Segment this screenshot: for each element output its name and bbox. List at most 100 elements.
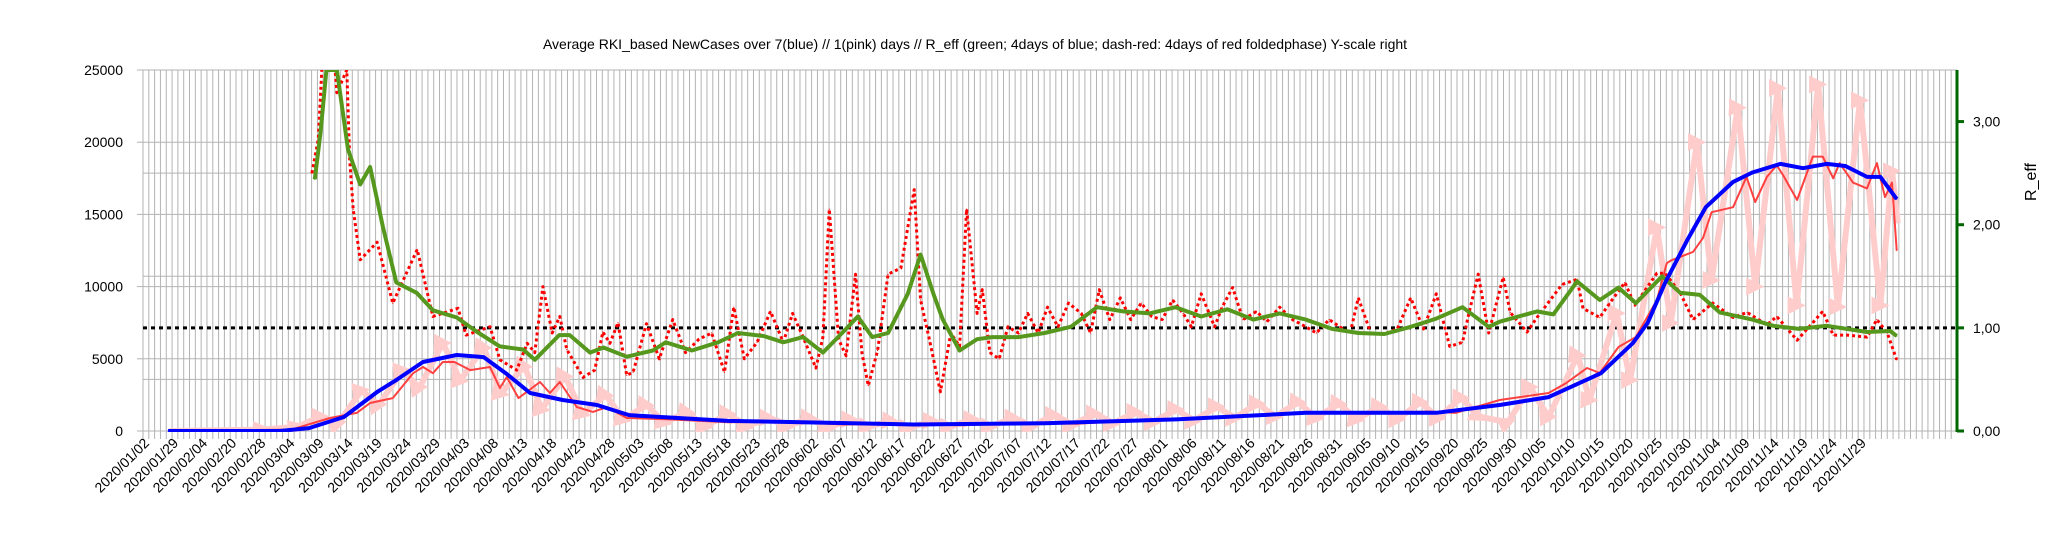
series-red-dashed-phase-r-point (1017, 332, 1020, 334)
series-red-dashed-phase-r-point (489, 326, 491, 328)
series-green-reff-point (1279, 312, 1281, 315)
series-pink-1day-point (1777, 87, 1779, 89)
series-green-reff-point (534, 359, 536, 361)
series-red-dashed-phase-r-point (815, 367, 817, 369)
series-green-reff-point (1252, 319, 1255, 321)
series-red-4day-point (329, 417, 331, 419)
series-red-dashed-phase-r-point (929, 341, 931, 343)
series-red-dashed-phase-r-point (534, 352, 536, 354)
right-tick-label: 2,00 (1973, 217, 2000, 233)
right-y-axis-title: R_eff (2023, 162, 2040, 201)
series-red-dashed-phase-r-point (966, 208, 968, 210)
series-red-4day-point (1812, 156, 1814, 158)
series-red-dashed-phase-r-point (1656, 272, 1658, 274)
series-blue-7day-point (913, 423, 915, 426)
series-red-dashed-phase-r-point (1279, 306, 1281, 308)
series-pink-1day-point (1030, 426, 1032, 428)
series-pink-1day-point (1437, 417, 1439, 419)
series-blue-7day (168, 161, 1899, 432)
series-red-4day-point (1766, 176, 1768, 178)
series-blue-7day-point (1435, 412, 1437, 414)
series-pink-1day-point (1193, 420, 1195, 422)
series-red-dashed-phase-r-point (1315, 332, 1318, 334)
series-red-dashed-phase-r-point (1027, 312, 1029, 315)
series-red-dashed-phase-r-point (346, 70, 348, 71)
series-blue-7day-point (628, 414, 630, 416)
series-pink-1day-point (1629, 379, 1631, 381)
series-blue-7day-point (1175, 418, 1177, 421)
series-pink-1day-point (401, 369, 403, 371)
series-red-dashed-phase-r-point (336, 92, 338, 94)
series-red-dashed-phase-r-point (1089, 332, 1092, 334)
series-pink-1day-point (971, 418, 974, 421)
series-green-reff-point (841, 332, 843, 334)
series-red-dashed-phase-r-point (913, 189, 915, 191)
series-pink-1day-point (1710, 279, 1713, 281)
series-red-4day-point (1884, 196, 1886, 198)
series-red-dashed-phase-r-point (311, 172, 313, 174)
series-red-dashed-phase-r-point (516, 369, 518, 371)
series-green-reff-point (976, 338, 978, 340)
series-blue-7day-point (562, 399, 564, 401)
series-blue-7day-point (1548, 396, 1550, 398)
series-blue-7day-point (1664, 282, 1666, 284)
series-pink-1day-point (1297, 401, 1299, 403)
series-pink-1day-point (808, 417, 811, 419)
series-pink-1day-point (849, 418, 851, 421)
series-pink-1day-point (581, 413, 584, 415)
series-pink-1day-point (1616, 312, 1618, 314)
series-red-dashed-phase-r-point (1357, 297, 1359, 299)
series-red-dashed-phase-r-point (1130, 319, 1132, 321)
series-green-reff-point (1488, 326, 1490, 328)
series-pink-1day-point (622, 418, 624, 421)
series-red-dashed-phase-r-point (645, 323, 648, 325)
series-red-dashed-phase-r-point (887, 273, 889, 275)
series-red-dashed-phase-r-point (1119, 297, 1121, 299)
series-red-dashed-phase-r-point (1007, 326, 1009, 328)
series-red-dashed-phase-r-point (376, 241, 378, 243)
series-green-reff-point (1331, 328, 1333, 330)
series-red-4day-point (549, 392, 551, 394)
series-green-reff-point (336, 70, 338, 71)
left-tick-label: 20000 (84, 134, 123, 150)
series-green-reff-point (1798, 328, 1800, 330)
series-red-dashed-phase-r-point (1067, 302, 1070, 304)
series-red-dashed-phase-r-point (457, 307, 459, 309)
series-pink-1day-point (704, 426, 706, 428)
series-pink-1day-point (337, 423, 339, 425)
series-pink-1day-point (1529, 386, 1531, 388)
series-blue-7day-point (529, 392, 531, 394)
series-red-4day-point (1852, 182, 1854, 184)
series-pink-1day-point (1795, 304, 1798, 306)
series-green-reff-point (499, 345, 501, 348)
series-pink-1day-point (1396, 418, 1398, 421)
series-blue-7day-point (1646, 322, 1649, 324)
series-red-dashed-phase-r-point (321, 70, 323, 71)
series-red-dashed-phase-r-point (989, 352, 991, 354)
series-red-dashed-phase-r-point (1609, 302, 1611, 304)
series-green-reff-point (1699, 294, 1701, 296)
series-red-dashed-phase-r-point (998, 358, 1000, 360)
series-green-reff-point (602, 346, 605, 349)
series-red-dashed-phase-r-point (981, 289, 983, 291)
right-tick-label: 0,00 (1973, 423, 2000, 439)
series-red-dashed-phase-r-point (920, 299, 922, 301)
series-pink-1day-point (1355, 418, 1358, 421)
series-red-dashed-phase-r-point (1182, 312, 1184, 315)
series-pink-1day-point (1419, 401, 1422, 403)
series-green-reff-point (1305, 319, 1307, 321)
series-green-reff-point (1148, 312, 1150, 315)
series-blue-7day-point (782, 421, 784, 423)
series-red-dashed-phase-r-point (1151, 315, 1153, 318)
series-green-reff-point (920, 254, 922, 256)
series-pink-1day-point (1134, 411, 1136, 413)
series-pink-1day-point (1548, 416, 1550, 418)
series-green-reff-point (959, 349, 961, 352)
series-red-dashed-phase-r-point (900, 267, 902, 269)
series-pink-1day-point (1879, 304, 1881, 306)
series-green-reff-point (476, 331, 478, 333)
series-pink-1day-point (418, 387, 421, 389)
series-green-reff-point (1889, 330, 1891, 332)
series-green-reff-point (942, 319, 944, 321)
left-tick-label: 25000 (84, 62, 123, 78)
